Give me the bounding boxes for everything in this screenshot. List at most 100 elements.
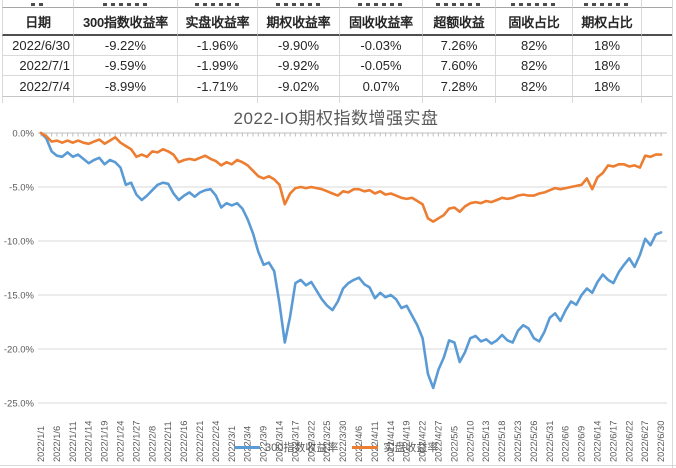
clipped-row-cell (178, 0, 258, 8)
table-cell[interactable] (642, 76, 672, 97)
x-axis-tick-label: 2022/5/10 (465, 421, 475, 462)
table-cell[interactable]: -0.05% (340, 56, 423, 76)
header-cell[interactable]: 日期 (2, 8, 74, 36)
table-cell[interactable]: 7.26% (423, 36, 496, 56)
table-cell[interactable]: -9.92% (258, 56, 340, 76)
table-cell[interactable]: 7.28% (423, 76, 496, 97)
table-cell[interactable] (642, 36, 672, 56)
empty-cell[interactable] (258, 97, 340, 103)
table-cell[interactable] (642, 56, 672, 76)
x-axis-tick-label: 2022/3/14 (275, 421, 285, 462)
table-cell[interactable]: -1.71% (178, 76, 258, 97)
x-axis-tick-label: 2022/6/14 (593, 421, 603, 462)
clipped-text-fragment (102, 3, 149, 6)
chart-title: 2022-IO期权指数增强实盘 (233, 109, 439, 128)
table-cell[interactable]: -9.90% (258, 36, 340, 56)
table-cell[interactable]: 2022/6/30 (2, 36, 74, 56)
table-cell[interactable]: 18% (573, 76, 642, 97)
table-cell[interactable]: -9.02% (258, 76, 340, 97)
table-cell[interactable]: -9.59% (74, 56, 178, 76)
y-axis-tick-label: -15.0% (4, 290, 35, 301)
x-axis-tick-label: 2022/1/11 (68, 421, 78, 462)
table-cell[interactable]: -0.03% (340, 36, 423, 56)
x-axis-tick-label: 2022/4/19 (402, 421, 412, 462)
clipped-text-fragment (275, 3, 322, 6)
table-cell[interactable]: -1.99% (178, 56, 258, 76)
x-axis-tick-label: 2022/1/27 (131, 421, 141, 462)
sheet-gridline-horizontal (0, 465, 676, 466)
table-cell[interactable]: 2022/7/1 (2, 56, 74, 76)
legend-item[interactable]: 300指数收益率 (234, 439, 338, 455)
empty-cell[interactable] (74, 97, 178, 103)
x-axis-tick-label: 2022/4/14 (386, 421, 396, 462)
clipped-row-cell (642, 0, 672, 8)
header-cell[interactable]: 300指数收益率 (74, 8, 178, 36)
table-cell[interactable]: 82% (496, 76, 573, 97)
x-axis-tick-label: 2022/1/24 (116, 421, 126, 462)
table-cell[interactable]: 2022/7/4 (2, 76, 74, 97)
table-cell[interactable]: 0.07% (340, 76, 423, 97)
legend-label: 300指数收益率 (265, 442, 339, 454)
header-cell[interactable]: 超额收益 (423, 8, 496, 36)
empty-cell[interactable] (496, 97, 573, 103)
x-axis-tick-label: 2022/5/26 (529, 421, 539, 462)
clipped-text-fragment (584, 3, 630, 6)
empty-cell[interactable] (573, 97, 642, 103)
legend-line-marker (352, 445, 379, 449)
clipped-row-cell (2, 0, 74, 8)
clipped-text-fragment (194, 3, 241, 6)
x-axis-tick-label: 2022/6/27 (640, 421, 650, 462)
header-cell[interactable]: 固收收益率 (340, 8, 423, 36)
header-cell[interactable] (642, 8, 672, 36)
x-axis-tick-label: 2022/5/31 (545, 421, 555, 462)
data-table: 日期 300指数收益率 实盘收益率 期权收益率 固收收益率 超额收益 固收占比 期权占比 202… (2, 0, 672, 103)
table-cell[interactable]: 7.60% (423, 56, 496, 76)
y-axis-tick-label: -10.0% (4, 236, 35, 247)
empty-cell[interactable] (340, 97, 423, 103)
x-axis-tick-label: 2022/6/30 (656, 421, 666, 462)
clipped-row-cell (340, 0, 423, 8)
x-axis-tick-label: 2022/2/24 (211, 421, 221, 462)
x-axis-tick-label: 2022/5/18 (497, 421, 507, 462)
x-axis-tick-label: 2022/6/17 (608, 421, 618, 462)
header-cell[interactable]: 期权占比 (573, 8, 642, 36)
x-axis-tick-label: 2022/4/6 (354, 426, 364, 462)
empty-cell[interactable] (178, 97, 258, 103)
x-axis-tick-label: 2022/6/6 (561, 426, 571, 462)
empty-cell[interactable] (423, 97, 496, 103)
series-portfolio-line[interactable] (39, 131, 663, 223)
x-axis-tick-label: 2022/6/9 (577, 426, 587, 462)
table-cell[interactable]: 82% (496, 56, 573, 76)
clipped-row-cell (496, 0, 573, 8)
table-cell[interactable]: -9.22% (74, 36, 178, 56)
header-cell[interactable]: 固收占比 (496, 8, 573, 36)
clipped-text-fragment (31, 3, 45, 6)
x-axis-tick-label: 2022/5/5 (449, 426, 459, 462)
legend-label: 实盘收益率 (383, 442, 439, 454)
legend-item[interactable]: 实盘收益率 (352, 439, 438, 455)
clipped-text-fragment (358, 3, 404, 6)
clipped-row-cell (423, 0, 496, 8)
table-cell[interactable]: -8.99% (74, 76, 178, 97)
series-index-line[interactable] (39, 131, 663, 390)
empty-cell[interactable] (2, 97, 74, 103)
table-cell[interactable]: 18% (573, 56, 642, 76)
sheet-gridline-vertical (672, 0, 673, 468)
clipped-text-fragment (511, 3, 557, 6)
x-axis-tick-label: 2022/4/22 (418, 421, 428, 462)
x-axis-tick-label: 2022/5/23 (513, 421, 523, 462)
table-cell[interactable]: -1.96% (178, 36, 258, 56)
x-axis-tick-label: 2022/2/16 (179, 421, 189, 462)
x-axis-tick-label: 2022/1/19 (100, 421, 110, 462)
table-cell[interactable]: 82% (496, 36, 573, 56)
table-cell[interactable]: 18% (573, 36, 642, 56)
x-axis-tick-label: 2022/3/4 (243, 426, 253, 462)
header-cell[interactable]: 实盘收益率 (178, 8, 258, 36)
x-axis-tick-label: 2022/1/6 (52, 426, 62, 462)
header-cell[interactable]: 期权收益率 (258, 8, 340, 36)
x-axis-tick-label: 2022/3/1 (227, 426, 237, 462)
clipped-row-cell (573, 0, 642, 8)
y-axis-tick-label: -25.0% (4, 398, 35, 409)
x-axis-tick-label: 2022/1/14 (84, 421, 94, 462)
